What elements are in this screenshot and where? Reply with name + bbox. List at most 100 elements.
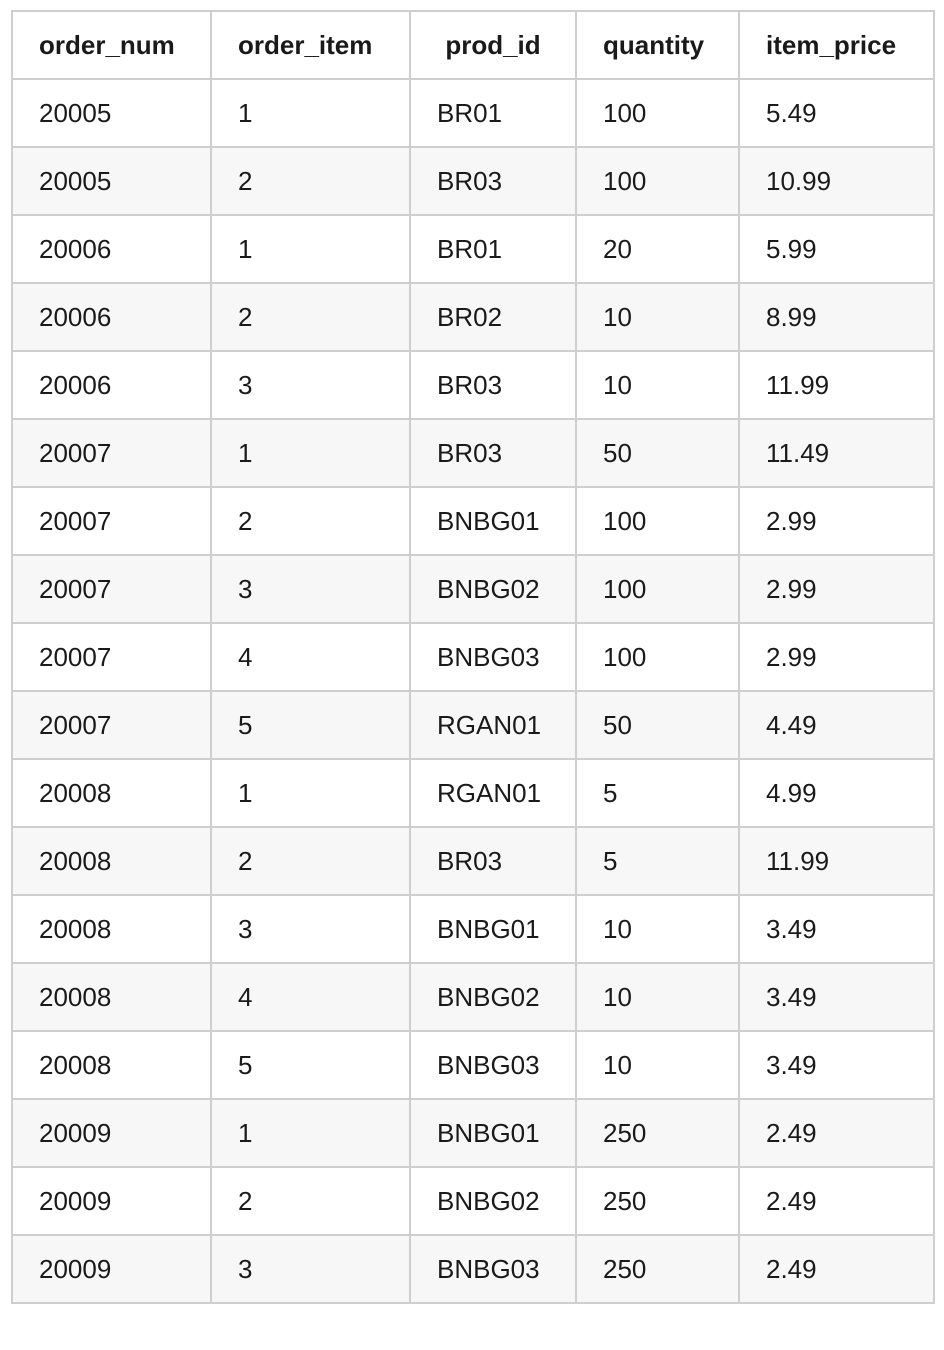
order-num-cell: 20008	[11, 758, 212, 828]
order-item-cell: 4	[210, 622, 411, 692]
table-row: 20007 5 RGAN01 50 4.49	[11, 690, 935, 760]
order-num-cell: 20006	[11, 282, 212, 352]
column-header-order-item: order_item	[210, 10, 411, 80]
order-item-cell: 3	[210, 1234, 411, 1304]
item-price-cell: 5.99	[738, 214, 935, 284]
item-price-cell: 8.99	[738, 282, 935, 352]
order-num-cell: 20006	[11, 350, 212, 420]
quantity-cell: 100	[575, 78, 740, 148]
order-item-cell: 3	[210, 894, 411, 964]
item-price-cell: 3.49	[738, 1030, 935, 1100]
table-row: 20009 1 BNBG01 250 2.49	[11, 1098, 935, 1168]
table-row: 20009 3 BNBG03 250 2.49	[11, 1234, 935, 1304]
item-price-cell: 4.49	[738, 690, 935, 760]
prod-id-cell: BNBG01	[409, 1098, 577, 1168]
order-item-cell: 1	[210, 758, 411, 828]
column-header-item-price: item_price	[738, 10, 935, 80]
prod-id-cell: BR02	[409, 282, 577, 352]
column-header-order-num: order_num	[11, 10, 212, 80]
order-item-cell: 4	[210, 962, 411, 1032]
quantity-cell: 100	[575, 486, 740, 556]
item-price-cell: 2.99	[738, 486, 935, 556]
quantity-cell: 5	[575, 758, 740, 828]
table-row: 20006 2 BR02 10 8.99	[11, 282, 935, 352]
order-num-cell: 20009	[11, 1166, 212, 1236]
quantity-cell: 10	[575, 894, 740, 964]
table-header: order_num order_item prod_id quantity it…	[11, 10, 935, 80]
order-num-cell: 20008	[11, 894, 212, 964]
order-item-cell: 2	[210, 826, 411, 896]
table-row: 20008 1 RGAN01 5 4.99	[11, 758, 935, 828]
quantity-cell: 250	[575, 1098, 740, 1168]
quantity-cell: 20	[575, 214, 740, 284]
quantity-cell: 10	[575, 282, 740, 352]
order-num-cell: 20005	[11, 146, 212, 216]
prod-id-cell: BNBG01	[409, 486, 577, 556]
header-row: order_num order_item prod_id quantity it…	[11, 10, 935, 80]
item-price-cell: 11.99	[738, 826, 935, 896]
order-num-cell: 20007	[11, 486, 212, 556]
table-row: 20009 2 BNBG02 250 2.49	[11, 1166, 935, 1236]
order-items-table: order_num order_item prod_id quantity it…	[11, 10, 935, 1304]
column-header-quantity: quantity	[575, 10, 740, 80]
order-num-cell: 20009	[11, 1098, 212, 1168]
item-price-cell: 2.99	[738, 622, 935, 692]
item-price-cell: 4.99	[738, 758, 935, 828]
item-price-cell: 10.99	[738, 146, 935, 216]
item-price-cell: 3.49	[738, 894, 935, 964]
order-num-cell: 20008	[11, 826, 212, 896]
order-item-cell: 2	[210, 486, 411, 556]
prod-id-cell: BR03	[409, 146, 577, 216]
order-item-cell: 1	[210, 1098, 411, 1168]
quantity-cell: 100	[575, 146, 740, 216]
quantity-cell: 5	[575, 826, 740, 896]
quantity-cell: 10	[575, 1030, 740, 1100]
prod-id-cell: BNBG03	[409, 1030, 577, 1100]
prod-id-cell: BNBG01	[409, 894, 577, 964]
order-num-cell: 20007	[11, 690, 212, 760]
prod-id-cell: BR03	[409, 350, 577, 420]
prod-id-cell: RGAN01	[409, 690, 577, 760]
order-num-cell: 20007	[11, 622, 212, 692]
order-item-cell: 2	[210, 1166, 411, 1236]
prod-id-cell: BNBG02	[409, 554, 577, 624]
order-num-cell: 20007	[11, 554, 212, 624]
order-item-cell: 3	[210, 554, 411, 624]
prod-id-cell: BNBG02	[409, 1166, 577, 1236]
order-num-cell: 20009	[11, 1234, 212, 1304]
table-row: 20006 3 BR03 10 11.99	[11, 350, 935, 420]
table-row: 20007 4 BNBG03 100 2.99	[11, 622, 935, 692]
order-item-cell: 5	[210, 690, 411, 760]
quantity-cell: 100	[575, 554, 740, 624]
order-num-cell: 20008	[11, 962, 212, 1032]
order-item-cell: 2	[210, 146, 411, 216]
prod-id-cell: BR03	[409, 826, 577, 896]
table-row: 20007 3 BNBG02 100 2.99	[11, 554, 935, 624]
item-price-cell: 2.99	[738, 554, 935, 624]
prod-id-cell: RGAN01	[409, 758, 577, 828]
order-num-cell: 20008	[11, 1030, 212, 1100]
prod-id-cell: BR03	[409, 418, 577, 488]
item-price-cell: 11.99	[738, 350, 935, 420]
quantity-cell: 50	[575, 690, 740, 760]
table-row: 20007 2 BNBG01 100 2.99	[11, 486, 935, 556]
item-price-cell: 11.49	[738, 418, 935, 488]
item-price-cell: 2.49	[738, 1098, 935, 1168]
order-num-cell: 20005	[11, 78, 212, 148]
item-price-cell: 5.49	[738, 78, 935, 148]
prod-id-cell: BNBG02	[409, 962, 577, 1032]
quantity-cell: 10	[575, 350, 740, 420]
order-item-cell: 1	[210, 78, 411, 148]
order-item-cell: 2	[210, 282, 411, 352]
table-row: 20008 3 BNBG01 10 3.49	[11, 894, 935, 964]
table-row: 20005 2 BR03 100 10.99	[11, 146, 935, 216]
quantity-cell: 250	[575, 1166, 740, 1236]
item-price-cell: 2.49	[738, 1166, 935, 1236]
order-item-cell: 3	[210, 350, 411, 420]
prod-id-cell: BR01	[409, 214, 577, 284]
item-price-cell: 2.49	[738, 1234, 935, 1304]
quantity-cell: 100	[575, 622, 740, 692]
order-item-cell: 1	[210, 214, 411, 284]
table-row: 20006 1 BR01 20 5.99	[11, 214, 935, 284]
table-row: 20005 1 BR01 100 5.49	[11, 78, 935, 148]
